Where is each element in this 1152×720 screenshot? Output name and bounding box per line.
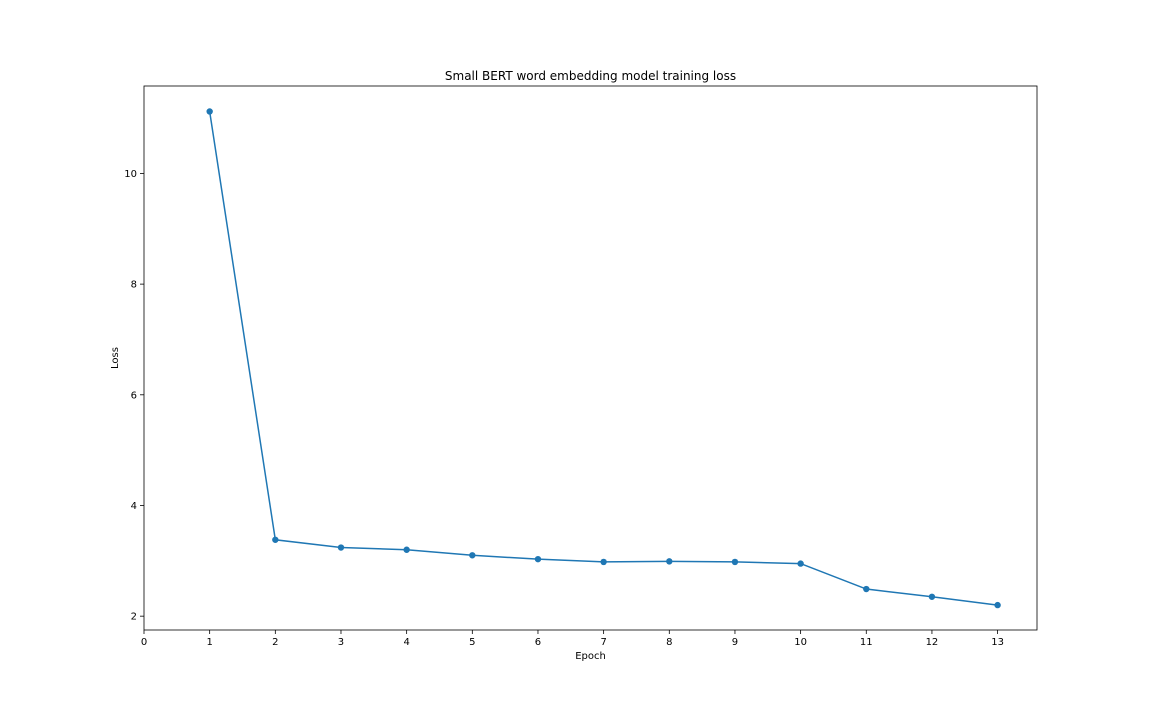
data-point	[469, 552, 476, 559]
x-tick-label: 5	[469, 637, 475, 648]
x-tick-label: 8	[666, 637, 672, 648]
axes-border	[143, 85, 1038, 631]
data-point	[272, 536, 279, 543]
x-tick-label: 11	[860, 637, 873, 648]
chart-title: Small BERT word embedding model training…	[445, 69, 736, 83]
y-tick-label: 4	[131, 501, 137, 512]
x-tick-label: 12	[926, 637, 939, 648]
x-tick-label: 3	[338, 637, 344, 648]
axes-frame	[143, 85, 1038, 631]
data-point	[600, 558, 607, 566]
data-point	[797, 560, 804, 567]
data-point	[731, 558, 739, 566]
x-tick-label: 2	[272, 637, 278, 648]
x-tick-label: 6	[535, 637, 541, 648]
x-tick-label: 4	[403, 637, 409, 648]
y-tick-label: 10	[124, 169, 137, 180]
data-point	[337, 544, 345, 551]
y-axis-ticks: 2 4 6 8 10	[124, 169, 144, 623]
data-point	[666, 558, 673, 565]
series-line	[208, 111, 998, 606]
x-tick-label: 9	[732, 637, 738, 648]
x-tick-label: 1	[206, 637, 212, 648]
data-point	[206, 108, 213, 115]
data-point	[863, 585, 870, 593]
y-axis-label: Loss	[110, 347, 121, 369]
data-point	[928, 593, 936, 600]
x-axis-ticks: 0 1 2 3 4 5 6 7 8 9 10 11 12 13	[141, 630, 1004, 648]
x-tick-label: 0	[141, 637, 147, 648]
data-point	[994, 601, 1001, 609]
y-tick-label: 8	[131, 280, 137, 291]
x-axis-label: Epoch	[575, 651, 606, 662]
series-group	[206, 108, 1001, 609]
x-tick-label: 7	[600, 637, 606, 648]
x-tick-label: 13	[991, 637, 1004, 648]
y-tick-label: 2	[131, 612, 137, 623]
data-point	[403, 546, 410, 553]
x-tick-label: 10	[794, 637, 807, 648]
data-point	[534, 555, 542, 563]
y-tick-label: 6	[131, 390, 137, 401]
